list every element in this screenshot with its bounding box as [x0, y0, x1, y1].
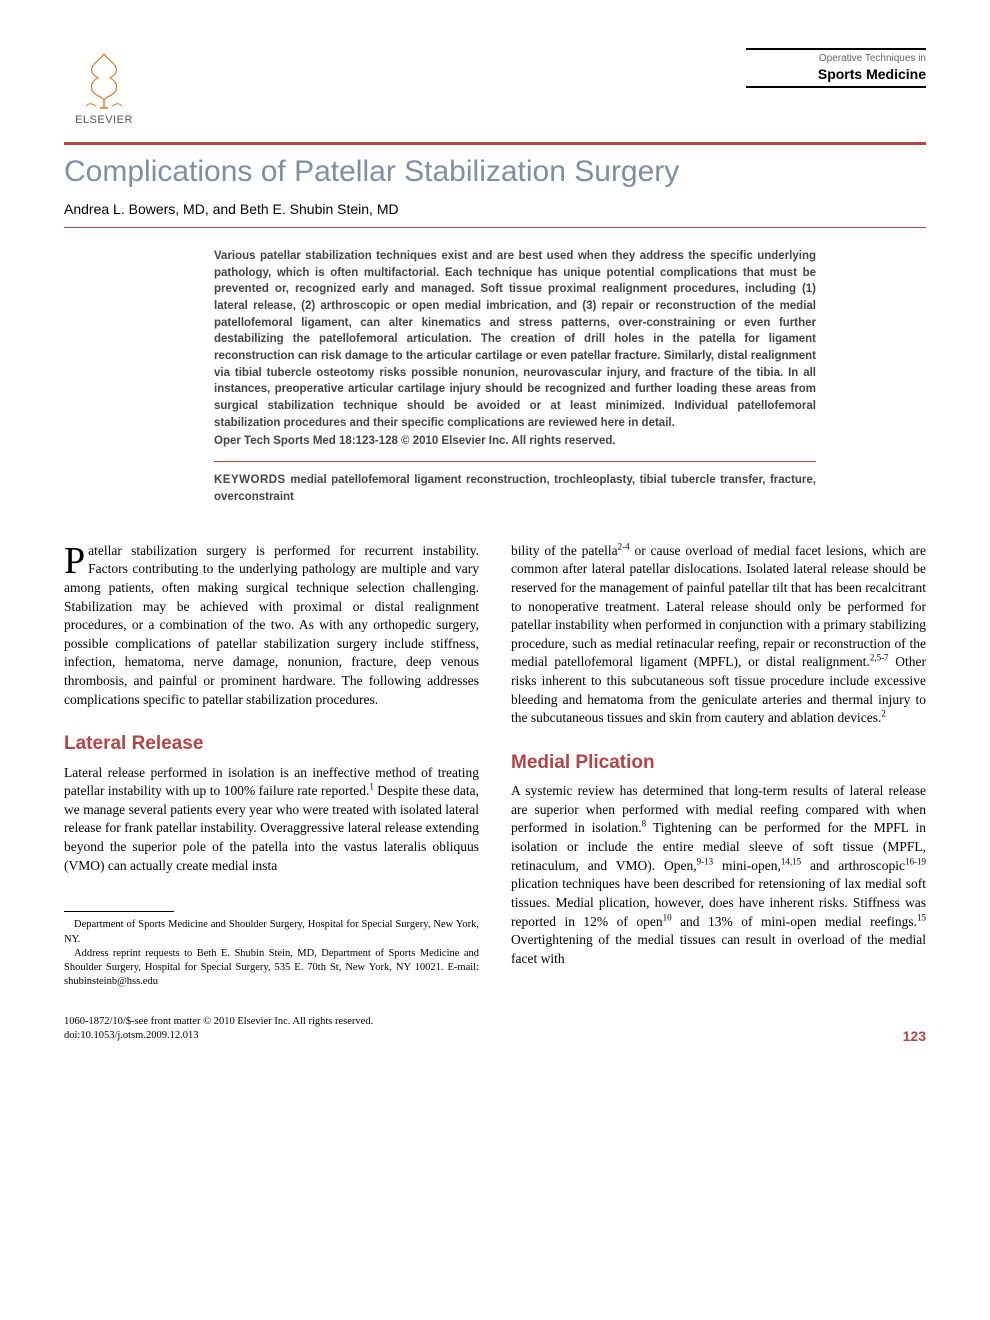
lateral-release-p1: Lateral release performed in isolation i…	[64, 764, 479, 876]
title-rule-top	[64, 142, 926, 145]
journal-rule	[746, 86, 926, 88]
footer-copyright: 1060-1872/10/$-see front matter © 2010 E…	[64, 1015, 373, 1029]
intro-paragraph: Patellar stabilization surgery is perfor…	[64, 542, 479, 710]
page-number: 123	[903, 1028, 926, 1044]
journal-block: Operative Techniques in Sports Medicine	[746, 48, 926, 88]
citation: Oper Tech Sports Med 18:123-128 © 2010 E…	[214, 435, 816, 447]
ref-2[interactable]: 2	[881, 709, 886, 719]
keywords-label: KEYWORDS	[214, 474, 286, 486]
keywords-text: medial patellofemoral ligament reconstru…	[214, 474, 816, 503]
column-right: bility of the patella2-4 or cause overlo…	[511, 542, 926, 989]
ref-10[interactable]: 10	[663, 912, 672, 922]
lateral-release-p2: bility of the patella2-4 or cause overlo…	[511, 542, 926, 728]
medial-plication-p1: A systemic review has determined that lo…	[511, 782, 926, 968]
keywords-rule	[214, 461, 816, 462]
authors: Andrea L. Bowers, MD, and Beth E. Shubin…	[64, 201, 926, 217]
journal-name: Sports Medicine	[746, 66, 926, 82]
article-title: Complications of Patellar Stabilization …	[64, 155, 926, 189]
footer-doi: doi:10.1053/j.otsm.2009.12.013	[64, 1029, 373, 1043]
body-columns: Patellar stabilization surgery is perfor…	[64, 542, 926, 989]
footer-left: 1060-1872/10/$-see front matter © 2010 E…	[64, 1015, 373, 1043]
heading-medial-plication: Medial Plication	[511, 750, 926, 776]
keywords: KEYWORDS medial patellofemoral ligament …	[214, 472, 816, 505]
column-left: Patellar stabilization surgery is perfor…	[64, 542, 479, 989]
page-header: ELSEVIER Operative Techniques in Sports …	[64, 48, 926, 126]
ref-9-13[interactable]: 9-13	[697, 856, 714, 866]
footnote-affiliation: Department of Sports Medicine and Should…	[64, 918, 479, 946]
ref-2-5-7[interactable]: 2,5-7	[870, 653, 889, 663]
ref-14-15[interactable]: 14,15	[781, 856, 801, 866]
page-footer: 1060-1872/10/$-see front matter © 2010 E…	[64, 1015, 926, 1043]
journal-supertitle: Operative Techniques in	[746, 48, 926, 64]
publisher-logo: ELSEVIER	[64, 48, 144, 126]
intro-rest: atellar stabilization surgery is perform…	[64, 543, 479, 707]
title-rule-bottom	[64, 227, 926, 228]
footnote-reprint: Address reprint requests to Beth E. Shub…	[64, 947, 479, 990]
abstract-block: Various patellar stabilization technique…	[214, 248, 816, 506]
footnote-rule	[64, 911, 174, 912]
ref-16-19[interactable]: 16-19	[905, 856, 926, 866]
elsevier-tree-icon	[72, 48, 136, 112]
heading-lateral-release: Lateral Release	[64, 731, 479, 757]
abstract-text: Various patellar stabilization technique…	[214, 248, 816, 431]
publisher-name: ELSEVIER	[75, 114, 133, 126]
ref-15[interactable]: 15	[917, 912, 926, 922]
ref-2-4[interactable]: 2-4	[618, 541, 630, 551]
dropcap: P	[64, 542, 88, 577]
